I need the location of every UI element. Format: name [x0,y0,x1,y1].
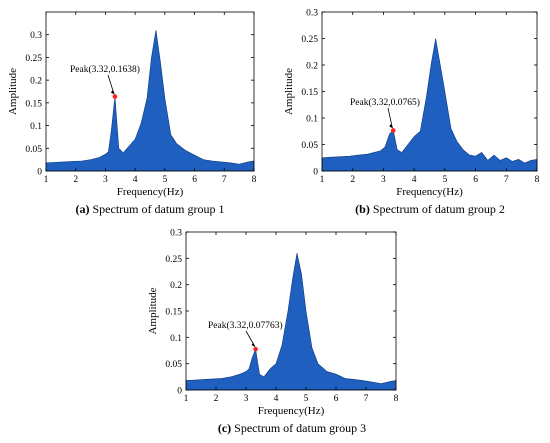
x-axis-label: Frequency(Hz) [117,186,184,198]
peak-arrowhead [389,123,394,129]
caption-letter: (a) [76,202,90,216]
x-tick-label: 5 [162,175,167,185]
y-tick-label: 0 [177,387,182,397]
y-tick-label: 0.25 [25,54,42,64]
x-tick-label: 6 [473,175,478,185]
x-tick-label: 2 [350,175,355,185]
y-tick-label: 0.15 [301,88,318,98]
x-tick-label: 1 [320,175,325,185]
caption-letter: (b) [355,202,370,216]
x-tick-label: 1 [184,394,189,404]
y-tick-label: 0.25 [301,35,318,45]
peak-arrowhead [110,90,115,95]
x-tick-label: 4 [412,175,417,185]
spectrum-area-1 [45,30,255,172]
y-tick-label: 0.15 [25,99,42,109]
chart-1: 1 2 3 4 5 6 7 8 0 0.05 0.1 0.15 0.2 0.25 0.3 Frequency(… [7,11,257,216]
x-tick-label: 7 [504,175,509,185]
x-tick-label: 4 [274,394,279,404]
x-tick-label: 5 [304,394,309,404]
y-tick-label: 0.2 [170,281,182,291]
peak-marker [253,346,258,352]
x-tick-label: 2 [214,394,219,404]
peak-marker [112,94,118,99]
spectrum-area-3 [185,253,397,391]
x-tick-label: 7 [364,394,369,404]
y-tick-label: 0.05 [301,141,318,151]
y-tick-label: 0.05 [25,145,42,155]
x-axis-label: Frequency(Hz) [396,186,463,198]
caption-text: Spectrum of datum group 3 [231,421,366,435]
x-tick-label: 1 [44,175,49,185]
y-tick-label: 0.2 [30,77,42,87]
x-tick-label: 6 [192,175,197,185]
y-tick-label: 0.1 [30,122,42,132]
y-tick-label: 0 [313,168,318,178]
x-tick-label: 8 [252,175,257,185]
chart-3: 1 2 3 4 5 6 7 8 0 0.05 0.1 0.15 0.2 0.25 0.3 Frequency(… [147,229,399,436]
x-tick-label: 4 [133,175,138,185]
x-tick-label: 2 [73,175,78,185]
x-tick-label: 7 [222,175,227,185]
caption-letter: (c) [218,421,231,435]
y-axis-label: Amplitude [7,68,19,115]
y-tick-label: 0.05 [165,360,182,370]
figure-caption: (a) Spectrum of datum group 1 [76,202,225,216]
x-axis-label: Frequency(Hz) [258,405,325,417]
peak-arrow [107,74,115,94]
y-tick-label: 0 [37,168,42,178]
figure-caption: (c) Spectrum of datum group 3 [218,421,366,435]
peak-label: Peak(3.32,0.07763) [208,320,283,331]
y-tick-label: 0.1 [306,115,318,125]
plot-frame-1 [45,11,255,172]
peak-arrowhead [251,342,256,348]
y-tick-label: 0.15 [165,308,182,318]
caption-text: Spectrum of datum group 2 [370,202,505,216]
x-tick-label: 6 [334,394,339,404]
y-tick-label: 0.2 [306,62,318,72]
y-axis-label: Amplitude [283,68,295,115]
x-tick-label: 3 [381,175,386,185]
x-tick-label: 3 [103,175,108,185]
peak-arrow [387,107,393,128]
y-tick-label: 0.25 [165,255,182,265]
y-tick-label: 0.1 [170,334,182,344]
peak-marker [390,128,396,133]
y-tick-label: 0.3 [306,9,318,19]
x-tick-label: 8 [394,394,399,404]
x-tick-label: 8 [535,175,540,185]
peak-label: Peak(3.32,0.0765) [350,97,420,108]
y-axis-label: Amplitude [147,287,159,334]
peak-label: Peak(3.32,0.1638) [70,64,140,75]
chart-2: 1 2 3 4 5 6 7 8 0 0.05 0.1 0.15 0.2 0.25 0.3 Frequency(… [283,9,540,217]
caption-text: Spectrum of datum group 1 [90,202,225,216]
spectrum-area-2 [321,38,538,172]
x-tick-label: 3 [244,394,249,404]
figure-caption: (b) Spectrum of datum group 2 [355,202,505,216]
x-tick-label: 5 [442,175,447,185]
y-tick-label: 0.3 [30,31,42,41]
y-tick-label: 0.3 [170,229,182,239]
